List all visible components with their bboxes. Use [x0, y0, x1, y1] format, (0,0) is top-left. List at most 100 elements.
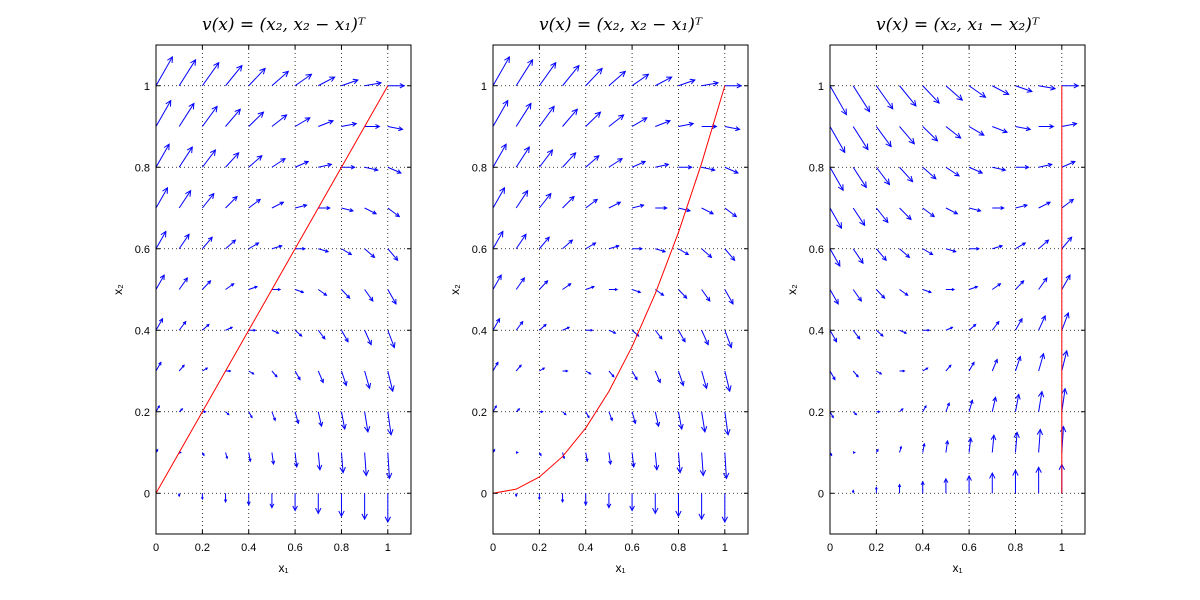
vector-arrow	[899, 445, 903, 453]
arrow-shaft	[1014, 432, 1018, 453]
arrow-shaft	[1015, 280, 1025, 290]
axes-box	[492, 44, 749, 535]
arrow-head	[256, 154, 263, 161]
vector-arrow	[248, 111, 265, 127]
arrow-shaft	[991, 397, 997, 412]
vector-arrow	[631, 411, 637, 425]
arrow-shaft	[701, 207, 714, 215]
arrow-head	[953, 210, 959, 215]
vector-arrow	[968, 285, 979, 290]
vector-arrow	[629, 493, 635, 512]
arrow-head	[583, 501, 588, 506]
arrow-head	[629, 505, 635, 512]
arrow-shaft	[852, 126, 869, 150]
x-tick-label: 1	[722, 542, 728, 554]
arrow-shaft	[1061, 236, 1073, 250]
arrow-shaft	[945, 402, 950, 412]
trajectory-curve	[155, 85, 389, 494]
vector-arrow	[945, 207, 959, 215]
arrow-shaft	[875, 85, 894, 110]
arrow-head	[226, 412, 230, 416]
arrow-head	[632, 419, 637, 425]
vector-arrow	[318, 162, 333, 168]
vector-arrow	[1015, 317, 1023, 331]
vector-arrow	[724, 126, 741, 132]
vector-arrow	[178, 189, 192, 209]
arrow-shaft	[991, 321, 1000, 331]
arrow-shaft	[724, 330, 732, 348]
arrow-shaft	[387, 370, 394, 392]
arrow-head	[974, 285, 979, 289]
vector-arrow	[387, 370, 395, 393]
arrow-shaft	[562, 326, 570, 331]
arrow-shaft	[317, 411, 323, 427]
arrow-shaft	[294, 204, 307, 209]
vector-arrow	[387, 166, 402, 174]
vector-arrow	[876, 329, 884, 337]
subplot-2: 0 0.2 0.4 0.6 0.8 1 0 0.2 0.4 0.6 0.8 1 x₁ x₂ v(x) = (…	[448, 15, 749, 575]
arrow-head	[1070, 160, 1076, 166]
arrow-shaft	[875, 126, 892, 147]
arrow-shaft	[968, 438, 972, 453]
arrow-head	[272, 417, 276, 422]
vector-arrow	[724, 248, 736, 262]
arrow-head	[1061, 387, 1068, 395]
vector-arrow	[492, 274, 502, 290]
arrow-head	[271, 460, 276, 466]
arrow-head	[160, 230, 167, 238]
arrow-head	[707, 253, 713, 259]
arrow-shaft	[515, 59, 533, 87]
arrow-head	[206, 323, 210, 328]
arrow-head	[946, 402, 950, 406]
vector-arrow	[583, 493, 588, 506]
arrow-head	[616, 201, 622, 206]
x-tick-label: 0.8	[671, 542, 686, 554]
vector-arrow	[631, 203, 645, 209]
arrow-shaft	[1014, 356, 1021, 372]
arrow-head	[700, 426, 708, 434]
vector-arrow	[922, 248, 934, 256]
arrow-shaft	[387, 330, 395, 348]
arrow-head	[1012, 469, 1019, 476]
arrow-head	[956, 94, 964, 101]
vector-arrow	[722, 452, 730, 480]
arrow-head	[702, 382, 709, 390]
arrow-head	[593, 154, 600, 161]
vector-arrow	[492, 99, 509, 127]
arrow-head	[1035, 466, 1042, 473]
arrow-shaft	[341, 123, 357, 127]
vector-arrow	[492, 186, 506, 209]
arrow-shaft	[538, 236, 550, 250]
arrow-shaft	[631, 204, 644, 209]
arrow-head	[684, 251, 690, 256]
vector-arrow	[922, 289, 932, 294]
arrow-head	[207, 236, 213, 242]
arrow-shaft	[562, 65, 580, 87]
vector-arrow	[631, 370, 638, 381]
x-tick-label: 0.8	[1008, 542, 1023, 554]
arrow-head	[930, 173, 937, 180]
arrow-shaft	[922, 248, 933, 255]
x-tick-label: 1	[1059, 542, 1065, 554]
arrow-head	[207, 280, 212, 285]
vector-arrow	[1015, 242, 1027, 250]
arrow-head	[229, 326, 234, 330]
arrow-shaft	[829, 289, 839, 305]
vector-arrow	[1015, 203, 1028, 209]
arrow-head	[373, 167, 379, 172]
arrow-shaft	[515, 103, 532, 127]
vector-arrow	[852, 451, 856, 454]
arrow-head	[881, 294, 886, 299]
arrow-head	[496, 274, 502, 281]
arrow-shaft	[608, 452, 612, 465]
arrow-shaft	[294, 117, 311, 127]
x-tick-label: 0.6	[287, 542, 302, 554]
arrow-head	[596, 67, 603, 75]
vector-arrow	[341, 289, 351, 299]
arrow-head	[257, 111, 265, 118]
vector-arrow	[992, 85, 1010, 95]
arrow-head	[550, 61, 557, 69]
vector-arrow	[724, 289, 734, 305]
arrow-shaft	[701, 248, 712, 258]
vector-arrow	[943, 477, 949, 494]
